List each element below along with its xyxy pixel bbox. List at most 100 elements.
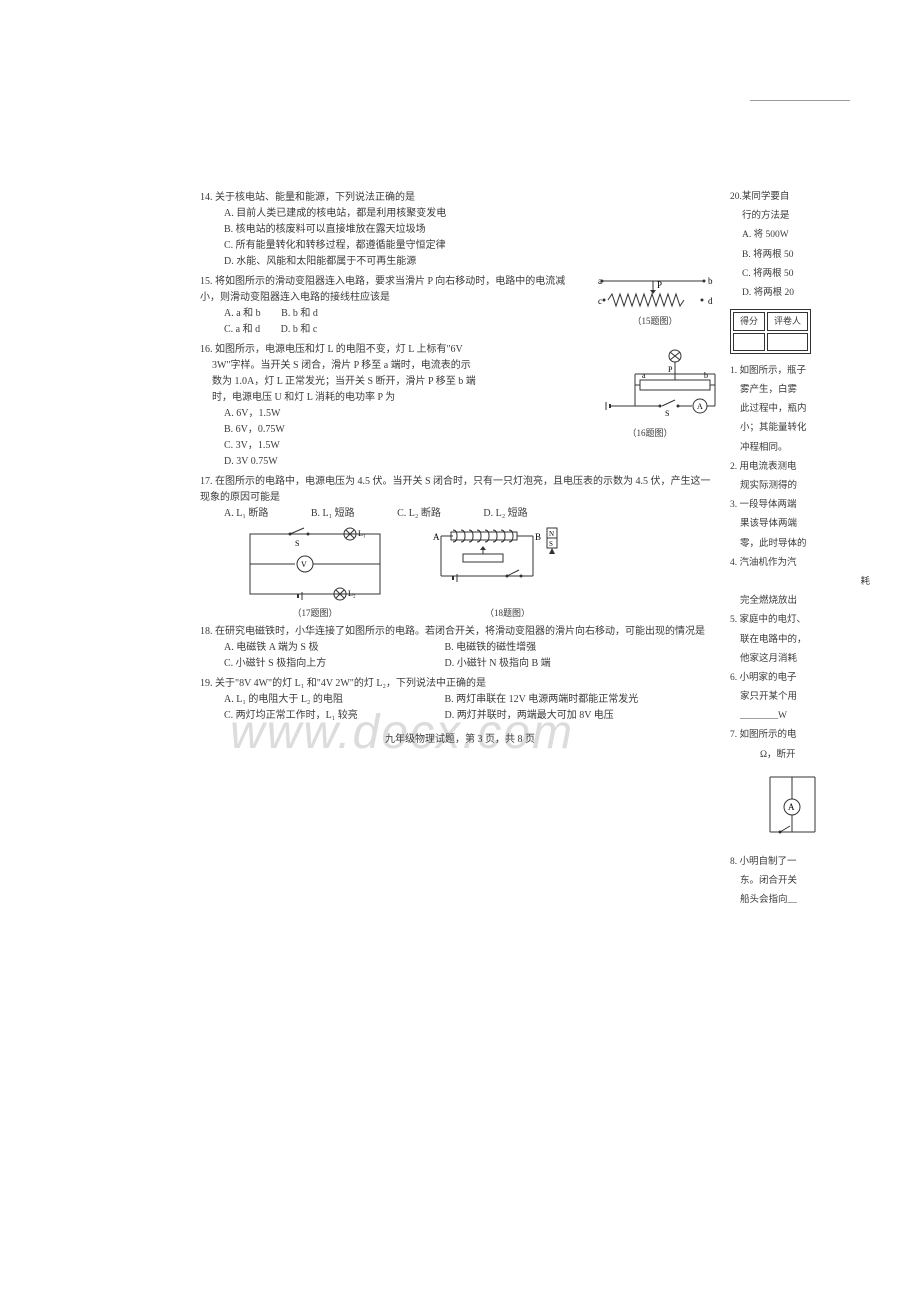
q20-line2: 行的方法是 [742, 209, 870, 224]
svg-text:L₁: L₁ [358, 529, 366, 538]
q20-opt-b: B. 将两根 50 [742, 248, 870, 263]
svg-text:A: A [697, 402, 703, 411]
svg-text:V: V [301, 560, 307, 569]
q18-opt-d: D. 小磁针 N 极指向 B 端 [445, 656, 551, 672]
svg-text:N: N [549, 530, 554, 538]
q18-stem: 在研究电磁铁时，小华连接了如图所示的电路。若闭合开关，将滑动变阻器的滑片向右移动… [215, 626, 705, 637]
q15-opt-b: B. b 和 d [281, 306, 318, 322]
q14-number: 14. [200, 192, 213, 203]
f1d: 小；其能量转化 [740, 421, 870, 436]
f6c: ________W [740, 709, 870, 724]
f7a: 7. 如图所示的电 [730, 728, 870, 743]
f2a: 2. 用电流表测电 [730, 460, 870, 475]
q19-opt-b: B. 两灯串联在 12V 电源两端时都能正常发光 [445, 692, 639, 708]
top-rule [750, 100, 850, 101]
svg-text:b: b [704, 371, 708, 380]
q19-stem: 关于"8V 4W"的灯 L₁ 和"4V 2W"的灯 L₂，下列说法中正确的是 [215, 678, 486, 689]
q19-opt-a: A. L₁ 的电阻大于 L₂ 的电阻 [224, 692, 424, 708]
circuit-7-icon: A [760, 767, 830, 847]
q20-opt-d: D. 将两根 20 [742, 286, 870, 301]
question-14: 14. 关于核电站、能量和能源，下列说法正确的是 A. 目前人类已建成的核电站，… [200, 190, 720, 270]
rheostat-icon: a b P c d [590, 274, 720, 314]
f5b: 联在电路中的， [740, 633, 870, 648]
f8a: 8. 小明自制了一 [730, 855, 870, 870]
q16-number: 16. [200, 344, 213, 355]
q19-number: 19. [200, 678, 213, 689]
left-column: 14. 关于核电站、能量和能源，下列说法正确的是 A. 目前人类已建成的核电站，… [200, 190, 720, 748]
f2b: 规实际测得的 [740, 479, 870, 494]
right-column: 20.某同学要自 行的方法是 A. 将 500W B. 将两根 50 C. 将两… [730, 190, 870, 912]
q14-stem: 关于核电站、能量和能源，下列说法正确的是 [215, 192, 415, 203]
svg-text:S: S [665, 409, 669, 418]
f3c: 零，此时导体的 [740, 537, 870, 552]
q17-opt-d: D. L₂ 短路 [483, 506, 527, 522]
svg-text:L₂: L₂ [348, 589, 356, 598]
q18-options-row1: A. 电磁铁 A 端为 S 极 B. 电磁铁的磁性增强 [224, 640, 720, 656]
svg-text:S: S [295, 539, 299, 548]
f4c: 完全燃烧放出 [740, 594, 870, 609]
page-footer: 九年级物理试题，第 3 页，共 8 页 [200, 732, 720, 748]
q18-opt-c: C. 小磁针 S 极指向上方 [224, 656, 424, 672]
q17-fig-label-left: （17题图） [240, 606, 390, 620]
q19-options-row2: C. 两灯均正常工作时，L₁ 较亮 D. 两灯并联时，两端最大可加 8V 电压 [224, 708, 720, 724]
q20-opt-c: C. 将两根 50 [742, 267, 870, 282]
q16-opt-c: C. 3V，1.5W [224, 438, 720, 454]
score-h2: 评卷人 [767, 312, 808, 330]
f4a: 4. 汽油机作为汽 [730, 556, 870, 571]
q15-stem: 将如图所示的滑动变阻器连入电路，要求当滑片 P 向右移动时，电路中的电流减小，则… [200, 276, 565, 303]
circuit-16-icon: a b P S A [580, 346, 720, 426]
f5a: 5. 家庭中的电灯、 [730, 613, 870, 628]
q18-options-row2: C. 小磁针 S 极指向上方 D. 小磁针 N 极指向 B 端 [224, 656, 720, 672]
q16-opt-d: D. 3V 0.75W [224, 454, 720, 470]
q17-opt-c: C. L₂ 断路 [397, 506, 441, 522]
q17-fig-label-right: （18题图） [423, 606, 593, 620]
svg-text:S: S [549, 540, 553, 548]
q20-stem: 某同学要自 [742, 192, 790, 202]
term-d: d [708, 296, 713, 306]
f1a: 1. 如图所示，瓶子 [730, 364, 870, 379]
f1e: 冲程相同。 [740, 441, 870, 456]
q17-number: 17. [200, 476, 213, 487]
q19-opt-c: C. 两灯均正常工作时，L₁ 较亮 [224, 708, 424, 724]
q17-figures: S L₁ V L₂ [240, 526, 720, 620]
svg-text:a: a [642, 371, 646, 380]
q17-opt-b: B. L₁ 短路 [311, 506, 355, 522]
svg-text:A: A [433, 532, 440, 542]
question-18: 18. 在研究电磁铁时，小华连接了如图所示的电路。若闭合开关，将滑动变阻器的滑片… [200, 624, 720, 672]
q19-options-row1: A. L₁ 的电阻大于 L₂ 的电阻 B. 两灯串联在 12V 电源两端时都能正… [224, 692, 720, 708]
q18-number: 18. [200, 626, 213, 637]
svg-text:P: P [668, 365, 673, 374]
f3b: 果该导体两端 [740, 517, 870, 532]
f3a: 3. 一段导体两端 [730, 498, 870, 513]
q15-opt-d: D. b 和 c [281, 322, 318, 338]
q14-opt-d: D. 水能、风能和太阳能都属于不可再生能源 [224, 254, 720, 270]
q14-opt-a: A. 目前人类已建成的核电站，都是利用核聚变发电 [224, 206, 720, 222]
q14-opt-c: C. 所有能量转化和转移过程，都遵循能量守恒定律 [224, 238, 720, 254]
f4b: 耗 [730, 575, 870, 590]
question-16: a b P S A [200, 342, 720, 470]
circuit-17-icon: S L₁ V L₂ [240, 526, 390, 606]
q15-opt-c: C. a 和 d [224, 322, 260, 338]
f1c: 此过程中，瓶内 [740, 402, 870, 417]
question-15: a b P c d （15题图） 15. [200, 274, 720, 338]
f6a: 6. 小明家的电子 [730, 671, 870, 686]
q15-opt-a: A. a 和 b [224, 306, 261, 322]
term-c: c [598, 296, 602, 306]
q14-opt-b: B. 核电站的核废料可以直接堆放在露天垃圾场 [224, 222, 720, 238]
f6b: 家只开某个用 [740, 690, 870, 705]
q19-opt-d: D. 两灯并联时，两端最大可加 8V 电压 [445, 708, 614, 724]
f7b: Ω，断开 [760, 748, 870, 763]
f8b: 东。闭合开关 [740, 874, 870, 889]
q20-number: 20. [730, 192, 742, 202]
q15-fig-label: （15题图） [590, 314, 720, 328]
f8c: 船头会指向__ [740, 893, 870, 908]
q16-figure-wrap: a b P S A [580, 346, 720, 440]
circuit-18-icon: A B N S [423, 526, 593, 606]
score-h1: 得分 [733, 312, 765, 330]
q16-fig-label: （16题图） [580, 426, 720, 440]
f5c: 他家这月消耗 [740, 652, 870, 667]
f1b: 雾产生，白雾 [740, 383, 870, 398]
score-table: 得分 评卷人 [730, 309, 811, 354]
q16-stem1: 如图所示，电源电压和灯 L 的电阻不变，灯 L 上标有"6V [215, 344, 463, 355]
q17-stem: 在图所示的电路中，电源电压为 4.5 伏。当开关 S 闭合时，只有一只灯泡亮，且… [200, 476, 711, 503]
